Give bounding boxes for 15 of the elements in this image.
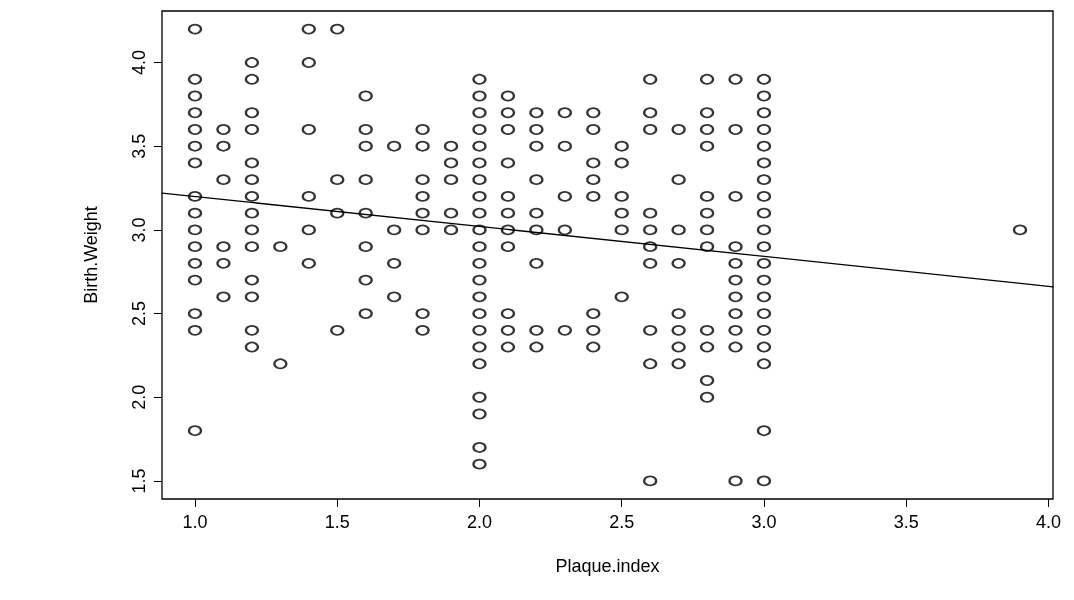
x-tick-label: 3.5: [893, 512, 919, 532]
y-tick-label: 4.0: [129, 50, 149, 76]
y-tick-label: 2.5: [129, 301, 149, 327]
x-tick-label: 1.0: [182, 512, 208, 532]
x-tick-label: 3.0: [751, 512, 777, 532]
x-axis-title: Plaque.index: [555, 556, 660, 576]
y-tick-label: 3.0: [129, 217, 149, 243]
x-tick-label: 4.0: [1035, 512, 1061, 532]
x-tick-label: 2.0: [466, 512, 492, 532]
y-tick-label: 2.0: [129, 384, 149, 410]
x-tick-label: 2.5: [609, 512, 635, 532]
y-tick-label: 1.5: [129, 468, 149, 494]
y-tick-label: 3.5: [129, 133, 149, 159]
y-axis-title: Birth.Weight: [81, 206, 101, 304]
x-tick-label: 1.5: [324, 512, 350, 532]
